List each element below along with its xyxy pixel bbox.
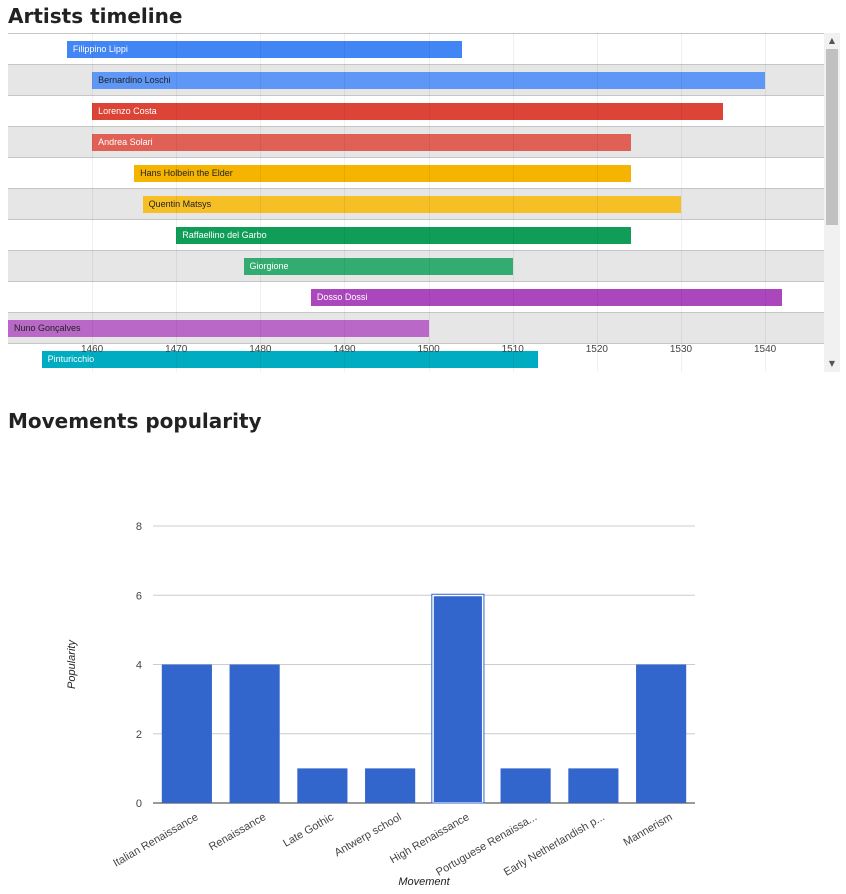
bar: [297, 768, 348, 803]
timeline-tick-label: 1470: [165, 344, 188, 355]
timeline-bar[interactable]: Hans Holbein the Elder: [134, 165, 631, 182]
timeline-gridline: [428, 33, 430, 372]
timeline-row: Andrea Solari: [8, 126, 824, 157]
timeline-gridline: [344, 33, 346, 372]
timeline-row: Giorgione: [8, 250, 824, 281]
timeline-bar[interactable]: Andrea Solari: [92, 134, 631, 151]
timeline-row: Lorenzo Costa: [8, 95, 824, 126]
artists-timeline-chart: Filippino Lippi Bernardino Loschi Lorenzo …: [8, 33, 840, 372]
timeline-scrollbar[interactable]: ▲ ▼: [824, 33, 840, 372]
x-tick-label: Renaissance: [207, 811, 268, 853]
timeline-tick-label: 1490: [333, 344, 356, 355]
timeline-gridline: [596, 33, 598, 372]
bar-chart-title: Movements popularity: [8, 409, 262, 433]
y-tick-label: 6: [136, 590, 142, 602]
timeline-bar[interactable]: Lorenzo Costa: [92, 103, 724, 120]
timeline-tick-label: 1520: [585, 344, 608, 355]
movements-popularity-chart: 0 2 4 6 8 Italian Renaissance Renaissance Late …: [0, 440, 846, 890]
bar: [500, 768, 551, 803]
timeline-bar[interactable]: Dosso Dossi: [310, 289, 782, 306]
y-tick-label: 2: [136, 729, 142, 741]
scroll-up-arrow-icon[interactable]: ▲: [828, 36, 836, 45]
timeline-bar[interactable]: Nuno Gonçalves: [8, 320, 429, 337]
timeline-bar[interactable]: Quentin Matsys: [142, 196, 681, 213]
timeline-bar[interactable]: Raffaellino del Garbo: [176, 227, 631, 244]
timeline-row: Raffaellino del Garbo: [8, 219, 824, 250]
bar: [568, 768, 619, 803]
x-tick-label: Late Gothic: [281, 811, 336, 850]
timeline-row: Quentin Matsys: [8, 188, 824, 219]
y-tick-label: 4: [136, 660, 142, 672]
timeline-gridline: [680, 33, 682, 372]
timeline-tick-label: 1500: [417, 344, 440, 355]
bar: [636, 664, 687, 803]
timeline-bar[interactable]: Giorgione: [243, 258, 513, 275]
timeline-gridline: [92, 33, 94, 372]
timeline-row: Hans Holbein the Elder: [8, 157, 824, 188]
timeline-tick-label: 1540: [753, 344, 777, 355]
bar: [431, 594, 484, 804]
y-tick-label: 0: [136, 798, 142, 810]
timeline-bar[interactable]: Filippino Lippi: [66, 41, 463, 58]
timeline-tick-label: 1480: [249, 344, 272, 355]
timeline-row: Nuno Gonçalves: [8, 312, 824, 343]
bar: [365, 768, 416, 803]
timeline-tick-label: 1530: [669, 344, 693, 355]
timeline-gridline: [176, 33, 178, 372]
timeline-row: Bernardino Loschi: [8, 64, 824, 95]
timeline-tick-label: 1460: [80, 344, 104, 355]
scrollbar-thumb[interactable]: [826, 49, 838, 225]
x-tick-label: Mannerism: [622, 811, 675, 849]
x-axis-label: Movement: [398, 876, 450, 888]
bar-highlight-outline: [431, 593, 485, 804]
y-tick-label: 8: [136, 521, 142, 533]
timeline-tick-label: 1510: [501, 344, 524, 355]
timeline-gridline: [260, 33, 262, 372]
timeline-bar[interactable]: Pinturicchio: [41, 351, 538, 368]
bar: [229, 664, 280, 803]
timeline-bar[interactable]: Bernardino Loschi: [92, 72, 766, 89]
x-tick-label: Italian Renaissance: [111, 811, 200, 869]
timeline-title: Artists timeline: [8, 4, 183, 28]
scroll-down-arrow-icon[interactable]: ▼: [828, 359, 836, 368]
timeline-row: Filippino Lippi: [8, 33, 824, 64]
timeline-gridline: [512, 33, 514, 372]
timeline-gridline: [765, 33, 767, 372]
y-axis-label: Popularity: [66, 639, 78, 689]
timeline-row: Dosso Dossi: [8, 281, 824, 312]
timeline-row: Pinturicchio: [8, 343, 824, 372]
bar: [161, 664, 212, 803]
